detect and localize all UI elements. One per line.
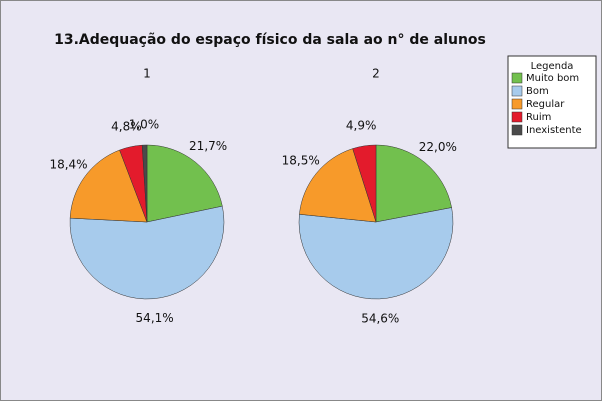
pie-slice [141,144,148,223]
pie-slice [375,144,452,223]
legend-label: Inexistente [526,125,582,136]
legend-swatch [511,85,523,97]
pie-slice [69,149,148,223]
data-label: 21,7% [189,139,227,153]
legend-swatch [511,124,523,136]
pie-slice [69,205,225,300]
legend-swatch [511,72,523,84]
legend-swatch [511,111,523,123]
chart-title: 13.Adequação do espaço físico da sala ao… [54,32,486,48]
data-label: 4,9% [346,119,377,133]
pie-slice [146,144,223,223]
legend-label: Ruim [526,112,551,123]
legend-label: Muito bom [526,73,579,84]
pie-name: 2 [372,67,380,81]
pie-slice [299,148,377,223]
pie-slice [298,207,454,300]
legend-box [507,55,597,149]
data-label: 1,0% [129,118,160,132]
pie-slice [352,144,377,223]
data-label: 4,8% [111,120,142,134]
pie-name: 1 [143,67,151,81]
data-label: 54,1% [136,311,174,325]
data-label: 22,0% [419,140,457,154]
legend-label: Bom [526,86,549,97]
legend-title: Legenda [531,61,574,72]
data-label: 54,6% [361,311,399,325]
legend-label: Regular [526,99,565,110]
data-label: 18,4% [49,157,87,171]
legend-swatch [511,98,523,110]
data-label: 18,5% [282,153,320,167]
